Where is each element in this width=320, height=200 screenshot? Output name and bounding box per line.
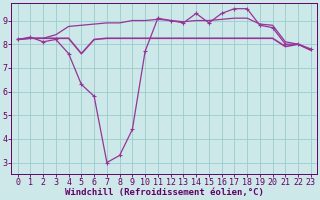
X-axis label: Windchill (Refroidissement éolien,°C): Windchill (Refroidissement éolien,°C) xyxy=(65,188,264,197)
